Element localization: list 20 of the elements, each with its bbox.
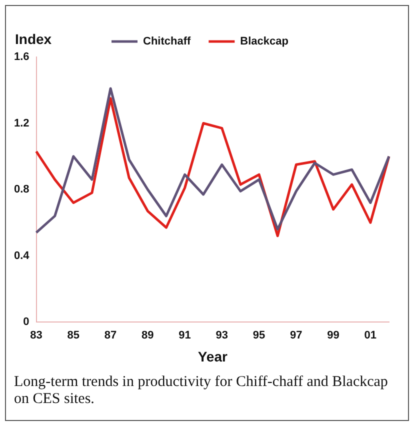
x-tick-label: 01 [364, 330, 377, 342]
y-tick-label: 0 [23, 316, 30, 328]
legend-label: Chitchaff [143, 36, 192, 48]
y-tick-label: 0.4 [14, 250, 30, 262]
text: Long-term trends in productivity for Chiff-chaff and Blackcap on CES sites. [14, 374, 389, 408]
x-tick-label: 93 [216, 330, 228, 342]
x-axis-title: Year [198, 348, 228, 364]
legend-label: Blackcap [240, 36, 289, 48]
x-tick-label: 99 [327, 330, 340, 342]
x-tick-label: 91 [178, 330, 191, 342]
x-tick-label: 85 [67, 330, 80, 342]
x-tick-label: 87 [104, 330, 117, 342]
y-tick-label: 1.2 [14, 117, 30, 130]
x-tick-label: 89 [142, 330, 154, 342]
x-tick-label: 97 [290, 330, 302, 342]
x-tick-label: 83 [30, 330, 42, 342]
y-axis-title: Index [15, 30, 52, 47]
y-tick-label: 1.6 [14, 51, 30, 64]
x-tick-label: 95 [252, 330, 266, 342]
y-tick-label: 0.8 [14, 184, 30, 196]
